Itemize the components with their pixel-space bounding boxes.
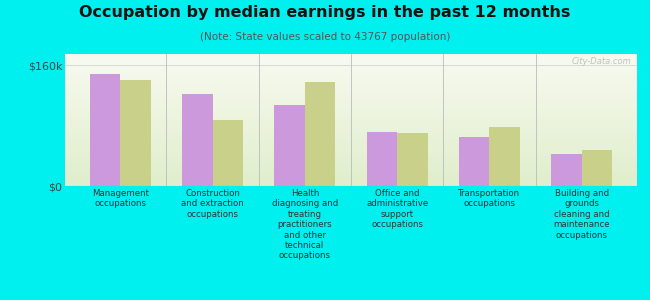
Text: (Note: State values scaled to 43767 population): (Note: State values scaled to 43767 popu… xyxy=(200,32,450,41)
Bar xyxy=(367,132,397,186)
Text: Transportation
occupations: Transportation occupations xyxy=(458,189,521,208)
Bar xyxy=(182,94,213,186)
Bar xyxy=(213,120,243,186)
Bar xyxy=(397,133,428,186)
Bar xyxy=(459,137,489,186)
Bar xyxy=(274,104,305,186)
Bar xyxy=(582,150,612,186)
Bar xyxy=(489,127,520,186)
Legend: 43767, Ohio: 43767, Ohio xyxy=(289,298,413,300)
Bar xyxy=(120,80,151,186)
Bar xyxy=(90,74,120,186)
Text: Management
occupations: Management occupations xyxy=(92,189,149,208)
Text: Office and
administrative
support
occupations: Office and administrative support occupa… xyxy=(366,189,428,229)
Bar xyxy=(551,154,582,186)
Text: Construction
and extraction
occupations: Construction and extraction occupations xyxy=(181,189,244,219)
Text: City-Data.com: City-Data.com xyxy=(571,57,631,66)
Text: Health
diagnosing and
treating
practitioners
and other
technical
occupations: Health diagnosing and treating practitio… xyxy=(272,189,338,260)
Bar xyxy=(305,82,335,186)
Text: Occupation by median earnings in the past 12 months: Occupation by median earnings in the pas… xyxy=(79,4,571,20)
Text: Building and
grounds
cleaning and
maintenance
occupations: Building and grounds cleaning and mainte… xyxy=(553,189,610,240)
